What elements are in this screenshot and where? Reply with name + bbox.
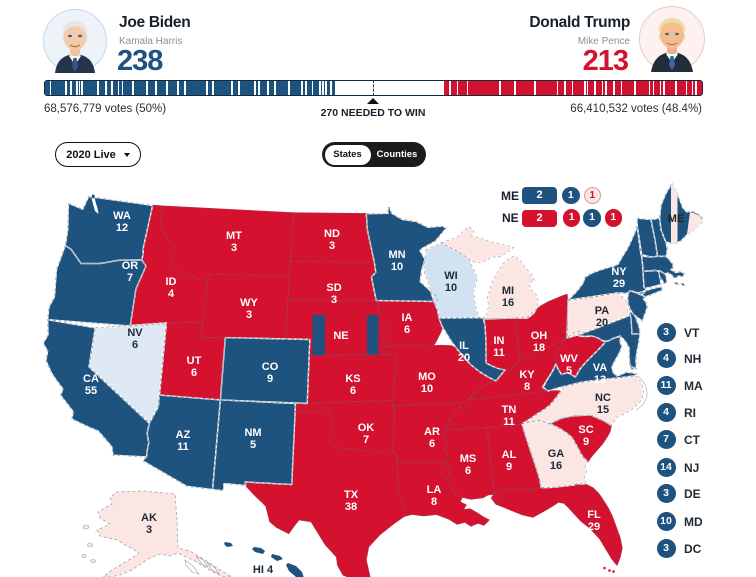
svg-text:ME: ME xyxy=(668,213,685,225)
svg-text:9: 9 xyxy=(583,436,589,448)
svg-text:6: 6 xyxy=(404,324,410,336)
svg-text:FL: FL xyxy=(587,509,601,521)
svg-text:LA: LA xyxy=(427,484,442,496)
svg-text:6: 6 xyxy=(429,438,435,450)
svg-text:10: 10 xyxy=(391,261,403,273)
svg-text:16: 16 xyxy=(502,297,514,309)
svg-text:ND: ND xyxy=(324,228,340,240)
svg-text:8: 8 xyxy=(524,381,530,393)
svg-text:6: 6 xyxy=(191,367,197,379)
svg-text:KS: KS xyxy=(345,373,360,385)
svg-text:WA: WA xyxy=(113,210,131,222)
svg-text:8: 8 xyxy=(431,496,437,508)
svg-text:6: 6 xyxy=(132,339,138,351)
svg-text:7: 7 xyxy=(127,272,133,284)
svg-text:HI 4: HI 4 xyxy=(253,564,274,576)
svg-text:MO: MO xyxy=(418,371,436,383)
svg-text:5: 5 xyxy=(566,365,572,377)
svg-text:IA: IA xyxy=(402,312,413,324)
svg-text:IL: IL xyxy=(459,340,469,352)
svg-text:OH: OH xyxy=(531,330,548,342)
svg-text:20: 20 xyxy=(596,317,608,329)
svg-text:55: 55 xyxy=(85,385,97,397)
svg-text:TN: TN xyxy=(502,404,517,416)
svg-text:PA: PA xyxy=(595,305,610,317)
svg-text:3: 3 xyxy=(246,309,252,321)
svg-text:CA: CA xyxy=(83,373,99,385)
svg-text:10: 10 xyxy=(445,282,457,294)
svg-text:3: 3 xyxy=(146,524,152,536)
svg-text:IN: IN xyxy=(494,335,505,347)
svg-text:13: 13 xyxy=(594,374,606,386)
svg-text:MS: MS xyxy=(460,453,477,465)
svg-text:3: 3 xyxy=(231,242,237,254)
svg-text:SC: SC xyxy=(578,424,593,436)
svg-text:MN: MN xyxy=(388,249,405,261)
svg-text:GA: GA xyxy=(548,448,565,460)
svg-text:3: 3 xyxy=(331,294,337,306)
svg-text:9: 9 xyxy=(506,461,512,473)
svg-text:OK: OK xyxy=(358,422,375,434)
svg-text:NV: NV xyxy=(127,327,143,339)
svg-text:MI: MI xyxy=(502,285,514,297)
svg-text:18: 18 xyxy=(533,342,545,354)
svg-text:15: 15 xyxy=(597,404,609,416)
svg-text:5: 5 xyxy=(250,439,256,451)
svg-text:NE: NE xyxy=(333,330,348,342)
svg-text:29: 29 xyxy=(613,278,625,290)
svg-text:12: 12 xyxy=(116,222,128,234)
svg-text:VA: VA xyxy=(593,362,608,374)
svg-text:ID: ID xyxy=(166,276,177,288)
svg-text:KY: KY xyxy=(519,369,535,381)
svg-text:WI: WI xyxy=(444,270,457,282)
svg-text:11: 11 xyxy=(493,347,505,359)
svg-text:20: 20 xyxy=(458,352,470,364)
svg-text:WV: WV xyxy=(560,353,578,365)
svg-text:11: 11 xyxy=(177,441,189,453)
svg-text:UT: UT xyxy=(187,355,202,367)
svg-text:11: 11 xyxy=(503,416,515,428)
svg-text:AZ: AZ xyxy=(176,429,191,441)
svg-text:10: 10 xyxy=(421,383,433,395)
svg-text:AL: AL xyxy=(502,449,517,461)
svg-text:6: 6 xyxy=(350,385,356,397)
svg-text:OR: OR xyxy=(122,260,139,272)
svg-text:6: 6 xyxy=(465,465,471,477)
svg-text:16: 16 xyxy=(550,460,562,472)
svg-text:38: 38 xyxy=(345,501,357,513)
svg-text:NY: NY xyxy=(611,266,627,278)
svg-text:MT: MT xyxy=(226,230,242,242)
svg-text:29: 29 xyxy=(588,521,600,533)
svg-text:7: 7 xyxy=(363,434,369,446)
svg-text:CO: CO xyxy=(262,361,279,373)
svg-text:NC: NC xyxy=(595,392,611,404)
svg-text:4: 4 xyxy=(168,288,175,300)
svg-text:SD: SD xyxy=(326,282,341,294)
svg-text:NM: NM xyxy=(244,427,261,439)
svg-text:9: 9 xyxy=(267,373,273,385)
svg-text:AR: AR xyxy=(424,426,440,438)
svg-text:TX: TX xyxy=(344,489,359,501)
svg-text:AK: AK xyxy=(141,512,157,524)
svg-text:WY: WY xyxy=(240,297,258,309)
svg-text:3: 3 xyxy=(329,240,335,252)
